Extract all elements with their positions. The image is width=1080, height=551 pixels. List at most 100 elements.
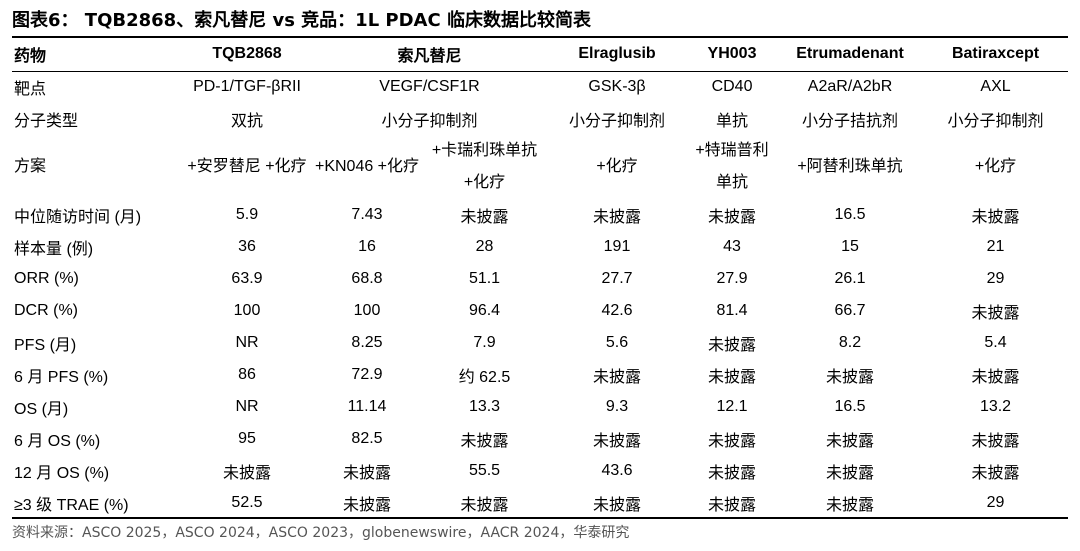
table-cell: 未披露	[222, 465, 271, 482]
table-row: 分子类型 双抗 小分子抑制剂 小分子抑制剂 单抗 小分子拮抗剂 小分子抑制剂	[12, 103, 1068, 135]
table-row: 样本量 (例) 36 16 28 191 43 15 21	[12, 231, 1068, 263]
table-cell: 未披露	[708, 337, 757, 354]
table-cell: PD-1/TGF-βRII	[193, 78, 301, 95]
header-rule	[12, 71, 1068, 72]
table-cell: 未披露	[342, 497, 391, 514]
table-cell: 26.1	[834, 270, 866, 287]
table-cell: 72.9	[351, 366, 383, 383]
table-cell: 未披露	[593, 497, 642, 514]
table-cell: AXL	[980, 78, 1011, 95]
table-cell: 未披露	[460, 209, 509, 226]
table-cell: 7.9	[473, 334, 496, 351]
header-yh003: YH003	[707, 45, 757, 62]
table-cell: 21	[986, 238, 1005, 255]
bottom-rule	[12, 517, 1068, 519]
row-label: 6 月 OS (%)	[14, 433, 101, 450]
row-label: 方案	[14, 158, 47, 175]
row-label: 分子类型	[14, 113, 79, 130]
table-cell: 55.5	[468, 462, 501, 479]
table-cell: 27.9	[716, 270, 748, 287]
table-cell: 52.5	[231, 494, 263, 511]
table-cell: 5.4	[984, 334, 1007, 351]
header-drug: 药物	[14, 48, 47, 65]
table-cell: 51.1	[468, 270, 501, 287]
table-cell: 未披露	[708, 433, 757, 450]
table-cell: 81.4	[716, 302, 748, 319]
table-cell: 未披露	[342, 465, 391, 482]
table-row: 靶点 PD-1/TGF-βRII VEGF/CSF1R GSK-3β CD40 …	[12, 71, 1068, 103]
row-label: ≥3 级 TRAE (%)	[14, 497, 129, 514]
table-cell: 小分子抑制剂	[381, 113, 478, 130]
table-cell: 未披露	[460, 433, 509, 450]
row-label: DCR (%)	[14, 302, 78, 319]
table-cell: 未披露	[971, 305, 1020, 322]
comparison-table: 药物 TQB2868 索凡替尼 Elraglusib YH003 Etrumad…	[12, 37, 1068, 519]
table-cell: 100	[353, 302, 381, 319]
numeric-rows: 中位随访时间 (月) 5.9 7.43 未披露 未披露 未披露 16.5 未披露 样本量 (例)…	[12, 199, 1068, 519]
table-cell: 27.7	[601, 270, 633, 287]
table-row: OS (月) NR 11.14 13.3 9.3 12.1 16.5 13.2	[12, 391, 1068, 423]
table-cell: 42.6	[601, 302, 633, 319]
table-row: 6 月 OS (%) 95 82.5 未披露 未披露 未披露 未披露 未披露	[12, 423, 1068, 455]
table-cell: 约 62.5	[458, 369, 511, 386]
row-label: 靶点	[14, 81, 47, 98]
table-row: 12 月 OS (%) 未披露 未披露 55.5 43.6 未披露 未披露 未披露	[12, 455, 1068, 487]
table-cell: 66.7	[834, 302, 866, 319]
table-cell: 小分子抑制剂	[569, 113, 666, 130]
table-cell: 未披露	[826, 465, 875, 482]
table-row: PFS (月) NR 8.25 7.9 5.6 未披露 8.2 5.4	[12, 327, 1068, 359]
table-cell: A2aR/A2bR	[807, 78, 893, 95]
header-row: 药物 TQB2868 索凡替尼 Elraglusib YH003 Etrumad…	[12, 37, 1068, 71]
table-row: DCR (%) 100 100 96.4 42.6 81.4 66.7 未披露	[12, 295, 1068, 327]
table-row: ≥3 级 TRAE (%) 52.5 未披露 未披露 未披露 未披露 未披露 29	[12, 487, 1068, 519]
table-cell: 13.2	[979, 398, 1012, 415]
table-cell: 12.1	[716, 398, 748, 415]
table-cell: 小分子抑制剂	[947, 113, 1044, 130]
table-cell: 100	[233, 302, 261, 319]
header-batiraxcept: Batiraxcept	[951, 45, 1040, 62]
table-row: ORR (%) 63.9 68.8 51.1 27.7 27.9 26.1 29	[12, 263, 1068, 295]
table-cell: 36	[238, 238, 256, 255]
table-cell: 43	[723, 238, 741, 255]
table-cell: 8.2	[838, 334, 862, 351]
table-cell: +KN046 +化疗	[314, 158, 420, 175]
table-cell: VEGF/CSF1R	[379, 78, 480, 95]
table-cell: 82.5	[351, 430, 383, 447]
table-cell: 63.9	[231, 270, 263, 287]
table-cell: 16.5	[834, 206, 866, 223]
source-note: 资料来源：ASCO 2025，ASCO 2024，ASCO 2023，globe…	[12, 525, 630, 541]
table-cell: 5.9	[235, 206, 259, 223]
table-cell: 86	[238, 366, 256, 383]
table-cell: 13.3	[468, 398, 501, 415]
table-cell: 未披露	[826, 497, 875, 514]
row-label: ORR (%)	[14, 270, 79, 287]
table-cell: 68.8	[351, 270, 383, 287]
table-cell: 15	[841, 238, 859, 255]
table-cell: 未披露	[708, 369, 757, 386]
table-cell: 16.5	[834, 398, 866, 415]
row-label: OS (月)	[14, 401, 69, 418]
table-cell: 未披露	[708, 497, 757, 514]
table-cell: 未披露	[826, 369, 875, 386]
row-label: 中位随访时间 (月)	[14, 209, 142, 226]
table-cell: 9.3	[605, 398, 629, 415]
row-label: 6 月 PFS (%)	[14, 369, 109, 386]
table-cell: 单抗	[716, 113, 749, 130]
header-surufatinib: 索凡替尼	[397, 48, 462, 65]
table-cell: NR	[235, 398, 259, 415]
table-cell: +阿替利珠单抗	[797, 158, 903, 175]
table-cell: 11.14	[347, 398, 387, 415]
top-rule	[12, 36, 1068, 38]
header-tqb2868: TQB2868	[212, 45, 282, 62]
table-cell: +化疗	[596, 158, 638, 175]
table-cell: 未披露	[971, 369, 1020, 386]
table-cell: +化疗	[974, 158, 1017, 175]
row-label: 12 月 OS (%)	[14, 465, 110, 482]
table-cell: 7.43	[351, 206, 383, 223]
table-cell: +卡瑞利珠单抗 +化疗	[431, 142, 538, 191]
table-cell: 28	[475, 238, 494, 255]
table-cell: CD40	[711, 78, 753, 95]
table-row: 中位随访时间 (月) 5.9 7.43 未披露 未披露 未披露 16.5 未披露	[12, 199, 1068, 231]
table-cell: 29	[986, 270, 1005, 287]
table-cell: 8.25	[351, 334, 383, 351]
